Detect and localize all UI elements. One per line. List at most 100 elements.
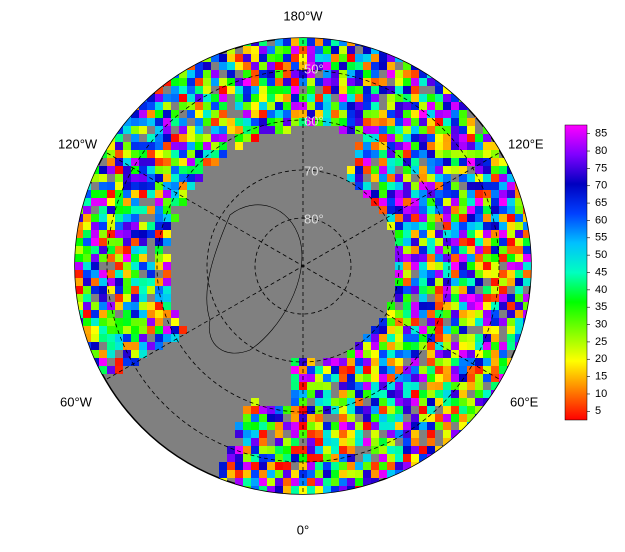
data-cell <box>99 326 107 334</box>
data-cell <box>315 430 323 438</box>
data-cell <box>435 62 443 70</box>
data-cell <box>435 190 443 198</box>
data-cell <box>403 470 411 478</box>
colorbar-tick-label: 50 <box>595 249 607 261</box>
data-cell <box>179 182 187 190</box>
colorbar-tick-label: 75 <box>595 162 607 174</box>
data-cell <box>427 374 435 382</box>
data-cell <box>251 470 259 478</box>
data-cell <box>155 134 163 142</box>
data-cell <box>203 150 211 158</box>
data-cell <box>363 126 371 134</box>
data-cell <box>251 78 259 86</box>
data-cell <box>131 174 139 182</box>
data-cell <box>467 190 475 198</box>
data-cell <box>283 438 291 446</box>
data-cell <box>443 478 451 486</box>
data-cell <box>419 246 427 254</box>
data-cell <box>411 142 419 150</box>
data-cell <box>395 478 403 486</box>
data-cell <box>147 206 155 214</box>
data-cell <box>379 326 387 334</box>
data-cell <box>483 302 491 310</box>
data-cell <box>507 334 515 342</box>
data-cell <box>395 70 403 78</box>
data-cell <box>291 454 299 462</box>
data-cell <box>131 182 139 190</box>
data-cell <box>507 110 515 118</box>
data-cell <box>355 54 363 62</box>
data-cell <box>387 222 395 230</box>
data-cell <box>443 134 451 142</box>
data-cell <box>163 190 171 198</box>
data-cell <box>523 374 531 382</box>
data-cell <box>507 46 515 54</box>
data-cell <box>379 422 387 430</box>
data-cell <box>195 46 203 54</box>
data-cell <box>499 302 507 310</box>
data-cell <box>275 54 283 62</box>
data-cell <box>499 438 507 446</box>
data-cell <box>187 142 195 150</box>
data-cell <box>411 342 419 350</box>
data-cell <box>507 262 515 270</box>
data-cell <box>499 190 507 198</box>
data-cell <box>515 110 523 118</box>
data-cell <box>435 246 443 254</box>
data-cell <box>275 438 283 446</box>
data-cell <box>443 382 451 390</box>
data-cell <box>419 222 427 230</box>
data-cell <box>379 486 387 494</box>
data-cell <box>291 486 299 494</box>
data-cell <box>475 294 483 302</box>
data-cell <box>395 158 403 166</box>
data-cell <box>419 278 427 286</box>
data-cell <box>443 326 451 334</box>
data-cell <box>155 174 163 182</box>
data-cell <box>411 166 419 174</box>
data-cell <box>163 118 171 126</box>
data-cell <box>451 486 459 494</box>
data-cell <box>459 350 467 358</box>
data-cell <box>515 254 523 262</box>
data-cell <box>347 62 355 70</box>
data-cell <box>163 182 171 190</box>
data-cell <box>499 350 507 358</box>
data-cell <box>379 334 387 342</box>
data-cell <box>419 486 427 494</box>
data-cell <box>515 334 523 342</box>
data-cell <box>115 142 123 150</box>
data-cell <box>387 86 395 94</box>
data-cell <box>339 438 347 446</box>
data-cell <box>371 398 379 406</box>
data-cell <box>515 430 523 438</box>
data-cell <box>475 206 483 214</box>
data-cell <box>387 486 395 494</box>
data-cell <box>411 422 419 430</box>
data-cell <box>427 302 435 310</box>
data-cell <box>459 262 467 270</box>
data-cell <box>371 382 379 390</box>
data-cell <box>459 470 467 478</box>
data-cell <box>491 358 499 366</box>
data-cell <box>459 302 467 310</box>
data-cell <box>171 158 179 166</box>
data-cell <box>131 254 139 262</box>
data-cell <box>515 70 523 78</box>
data-cell <box>243 54 251 62</box>
data-cell <box>475 422 483 430</box>
data-cell <box>267 70 275 78</box>
data-cell <box>243 422 251 430</box>
data-cell <box>363 158 371 166</box>
data-cell <box>435 454 443 462</box>
data-cell <box>491 422 499 430</box>
data-cell <box>171 214 179 222</box>
data-cell <box>299 462 307 470</box>
data-cell <box>499 382 507 390</box>
data-cell <box>155 110 163 118</box>
data-cell <box>355 70 363 78</box>
data-cell <box>523 174 531 182</box>
data-cell <box>499 142 507 150</box>
data-cell <box>483 230 491 238</box>
data-cell <box>75 118 83 126</box>
